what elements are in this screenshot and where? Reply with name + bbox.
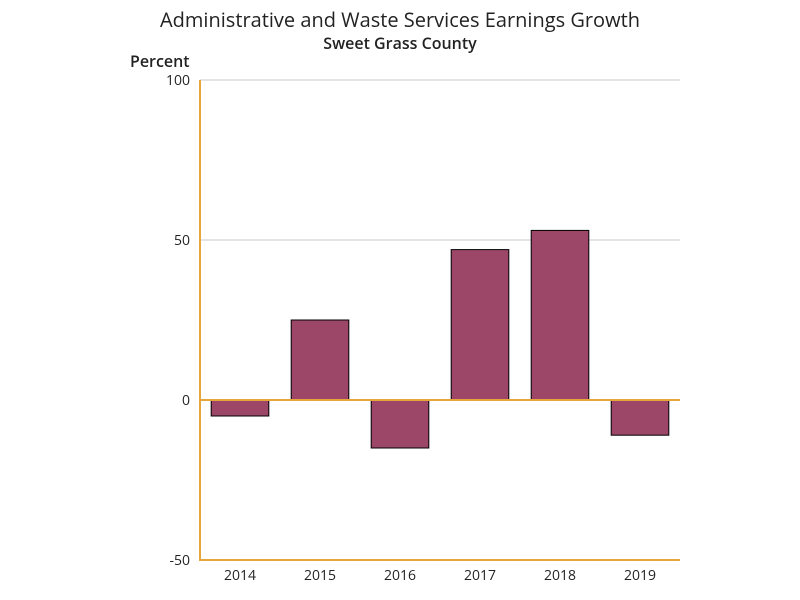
y-tick-label: 100 [166,71,190,90]
bar-2016 [371,400,429,448]
x-tick-label: 2019 [624,566,656,585]
bar-2014 [211,400,269,416]
bar-2019 [611,400,669,435]
chart-plot: -50 0 50 100 2014 2015 2016 2017 2018 2019 [0,0,800,600]
bar-2015 [291,320,349,400]
chart-container: Administrative and Waste Services Earnin… [0,0,800,600]
y-tick-label: -50 [169,551,190,570]
y-tick-label: 0 [182,391,190,410]
bar-2017 [451,250,509,400]
axis-frame [200,80,680,560]
x-tick-label: 2017 [464,566,496,585]
y-tick-label: 50 [174,231,190,250]
x-tick-label: 2014 [224,566,256,585]
x-tick-label: 2016 [384,566,416,585]
bar-2018 [531,230,589,400]
x-tick-label: 2018 [544,566,576,585]
x-tick-label: 2015 [304,566,336,585]
